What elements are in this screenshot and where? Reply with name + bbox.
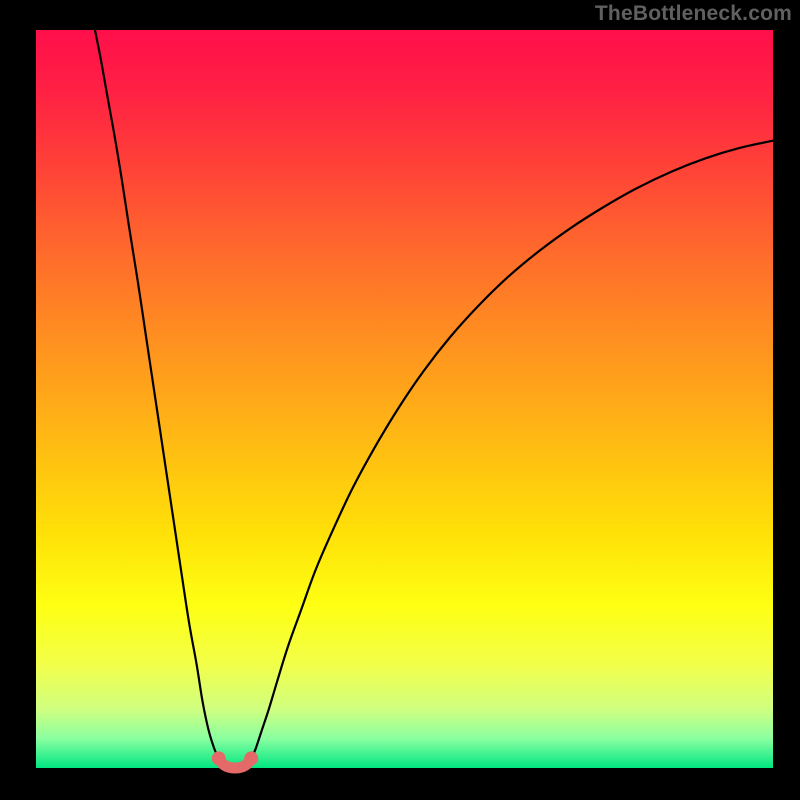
watermark-text: TheBottleneck.com <box>595 2 792 26</box>
plot-canvas <box>0 0 800 800</box>
stage: TheBottleneck.com <box>0 0 800 800</box>
dip-end-dot-right <box>244 751 258 765</box>
dip-end-dot-left <box>212 751 226 765</box>
